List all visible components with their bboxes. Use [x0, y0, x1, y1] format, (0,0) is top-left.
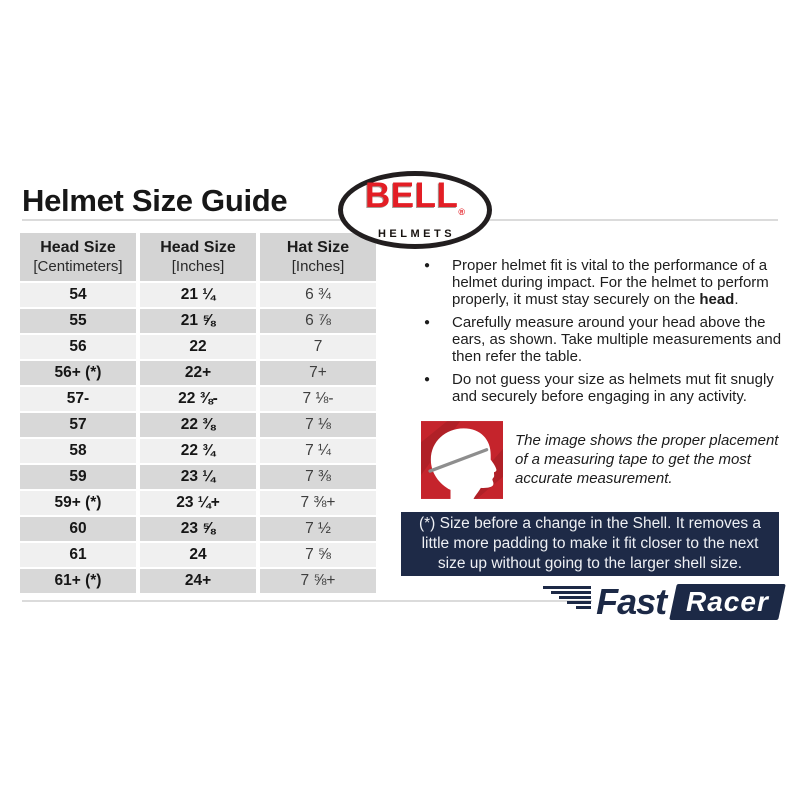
bullet-text-bold: head	[699, 291, 735, 308]
cell-hat-in: 7 ⅜+	[260, 491, 376, 515]
table-header-row: Head Size [Centimeters] Head Size [Inche…	[20, 233, 376, 281]
cell-head-in: 24+	[140, 569, 256, 593]
cell-head-cm: 56	[20, 335, 136, 359]
header-line1: Head Size	[40, 239, 116, 256]
table-row: 56 22 7	[20, 335, 376, 359]
cell-hat-in: 7 ⅛	[260, 413, 376, 437]
fastracer-logo-fast: Fast	[596, 581, 667, 622]
bullet-text-pre: Proper helmet fit is vital to the perfor…	[452, 257, 769, 308]
size-table-head: Head Size [Centimeters] Head Size [Inche…	[20, 233, 376, 281]
table-row: 61 24 7 ⅝	[20, 543, 376, 567]
cell-head-cm: 61	[20, 543, 136, 567]
cell-hat-in: 7 ⅜	[260, 465, 376, 489]
fastracer-logo-racer: Racer	[686, 586, 769, 617]
table-row: 57- 22 ⅜- 7 ⅛-	[20, 387, 376, 411]
bell-helmets-logo: BELL® HELMETS	[338, 171, 492, 249]
header-line1: Head Size	[160, 239, 236, 256]
bullet-text-pre: Do not guess your size as helmets mut fi…	[452, 371, 774, 405]
cell-hat-in: 6 ¾	[260, 283, 376, 307]
footer-divider	[22, 600, 592, 602]
header-head-size-cm: Head Size [Centimeters]	[20, 233, 136, 281]
cell-hat-in: 7	[260, 335, 376, 359]
registered-mark-icon: ®	[458, 206, 466, 217]
cell-hat-in: 7 ⅝	[260, 543, 376, 567]
size-table: Head Size [Centimeters] Head Size [Inche…	[16, 231, 380, 595]
cell-hat-in: 7 ⅝+	[260, 569, 376, 593]
cell-head-cm: 58	[20, 439, 136, 463]
cell-head-in: 21 ⅝	[140, 309, 256, 333]
cell-hat-in: 7 ¼	[260, 439, 376, 463]
bullet-icon: ●	[424, 374, 431, 385]
header-line2: [Inches]	[171, 258, 225, 275]
cell-head-cm: 56+ (*)	[20, 361, 136, 385]
cell-head-in: 22 ¾	[140, 439, 256, 463]
fastracer-logo-racer-box: Racer	[669, 584, 786, 620]
cell-head-cm: 59+ (*)	[20, 491, 136, 515]
cell-head-cm: 61+ (*)	[20, 569, 136, 593]
fit-instructions-list: ● Proper helmet fit is vital to the perf…	[400, 257, 784, 411]
cell-hat-in: 6 ⅞	[260, 309, 376, 333]
list-item: ● Carefully measure around your head abo…	[400, 314, 784, 365]
cell-hat-in: 7 ⅛-	[260, 387, 376, 411]
list-item: ● Do not guess your size as helmets mut …	[400, 371, 784, 405]
header-hat-size-in: Hat Size [Inches]	[260, 233, 376, 281]
image-caption: The image shows the proper placement of …	[515, 432, 779, 487]
cell-head-cm: 57	[20, 413, 136, 437]
bell-logo-wordmark: BELL®	[365, 178, 466, 227]
bullet-text: Proper helmet fit is vital to the perfor…	[452, 257, 784, 308]
cell-hat-in: 7 ½	[260, 517, 376, 541]
cell-head-in: 22+	[140, 361, 256, 385]
table-row: 61+ (*) 24+ 7 ⅝+	[20, 569, 376, 593]
head-measuring-tape-icon	[421, 421, 503, 499]
cell-hat-in: 7+	[260, 361, 376, 385]
cell-head-in: 22	[140, 335, 256, 359]
bullet-text-post: .	[734, 291, 739, 308]
bullet-icon: ●	[424, 260, 431, 271]
cell-head-cm: 60	[20, 517, 136, 541]
list-item: ● Proper helmet fit is vital to the perf…	[400, 257, 784, 308]
cell-head-cm: 54	[20, 283, 136, 307]
bell-logo-subtext: HELMETS	[377, 227, 456, 240]
cell-head-in: 23 ¼+	[140, 491, 256, 515]
bullet-text-pre: Carefully measure around your head above…	[452, 314, 782, 365]
speed-lines-icon	[543, 585, 592, 609]
cell-head-cm: 59	[20, 465, 136, 489]
header-line2: [Centimeters]	[33, 258, 123, 275]
header-line1: Hat Size	[286, 239, 350, 256]
page-title: Helmet Size Guide	[22, 183, 288, 218]
cell-head-in: 24	[140, 543, 256, 567]
bell-logo-text: BELL	[364, 175, 459, 215]
header-head-size-in: Head Size [Inches]	[140, 233, 256, 281]
cell-head-cm: 57-	[20, 387, 136, 411]
cell-head-in: 23 ⅝	[140, 517, 256, 541]
table-row: 56+ (*) 22+ 7+	[20, 361, 376, 385]
header-line2: [Inches]	[291, 258, 345, 275]
bullet-text: Do not guess your size as helmets mut fi…	[452, 371, 784, 405]
cell-head-in: 21 ¼	[140, 283, 256, 307]
fastracer-logo: Fast Racer	[543, 581, 786, 622]
cell-head-in: 22 ⅜-	[140, 387, 256, 411]
bullet-icon: ●	[424, 317, 431, 328]
cell-head-in: 23 ¼	[140, 465, 256, 489]
table-row: 59+ (*) 23 ¼+ 7 ⅜+	[20, 491, 376, 515]
cell-head-in: 22 ⅜	[140, 413, 256, 437]
cell-head-cm: 55	[20, 309, 136, 333]
shell-size-note: (*) Size before a change in the Shell. I…	[401, 512, 779, 576]
bullet-text: Carefully measure around your head above…	[452, 314, 784, 365]
